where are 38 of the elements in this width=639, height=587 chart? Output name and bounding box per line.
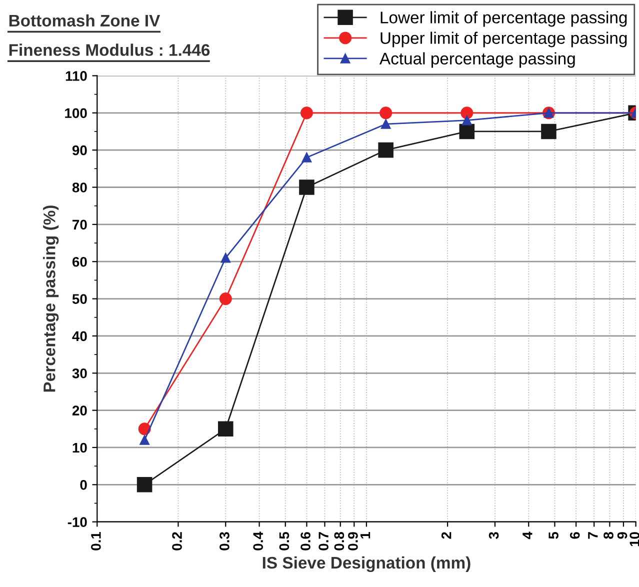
y-tick-label: 20 [72,406,87,416]
x-tick-label: 0.4 [253,532,264,550]
x-tick-label: 0.9 [348,532,358,550]
y-tick-label: -10 [68,517,87,528]
x-tick-label: 0.1 [91,532,101,550]
x-tick-label: 2 [441,532,452,539]
legend-label: Lower limit of percentage passing [380,11,627,27]
x-tick-label: 0.8 [334,532,344,550]
y-tick-label: 60 [72,256,87,267]
y-tick-label: 90 [72,145,87,156]
x-tick-label: 3 [488,532,499,539]
x-tick-label: 0.5 [279,532,290,550]
chart-subtitle: Fineness Modulus : 1.446 [9,44,210,56]
y-tick-label: 80 [72,182,87,192]
y-tick-label: 50 [72,294,87,304]
y-tick-label: 110 [66,71,87,81]
x-tick-label: 0.2 [172,532,182,550]
y-tick-label: 30 [72,368,87,378]
x-tick-label: 7 [588,532,598,539]
y-tick-label: 100 [65,108,87,118]
y-tick-label: 10 [72,442,87,453]
x-tick-label: 0.6 [300,532,310,550]
legend-label: Upper limit of percentage passing [380,32,627,48]
chart-title: Bottomash Zone IV [9,14,160,27]
x-tick-label: 0.7 [318,532,328,550]
y-tick-label: 40 [72,331,87,342]
x-tick-label: 5 [548,532,558,539]
x-tick-label: 1 [360,532,370,538]
x-axis-title: IS Sieve Designation (mm) [262,556,470,572]
y-tick-label: 0 [80,480,87,490]
x-tick-label: 9 [617,532,628,539]
legend-label: Actual percentage passing [379,52,575,68]
x-tick-label: 6 [570,532,580,539]
x-tick-label: 4 [522,532,532,540]
y-tick-label: 70 [72,220,87,230]
y-axis-title: Percentage passing (%) [43,206,59,392]
x-tick-label: 0.3 [220,532,230,550]
x-tick-label: 8 [604,532,614,539]
